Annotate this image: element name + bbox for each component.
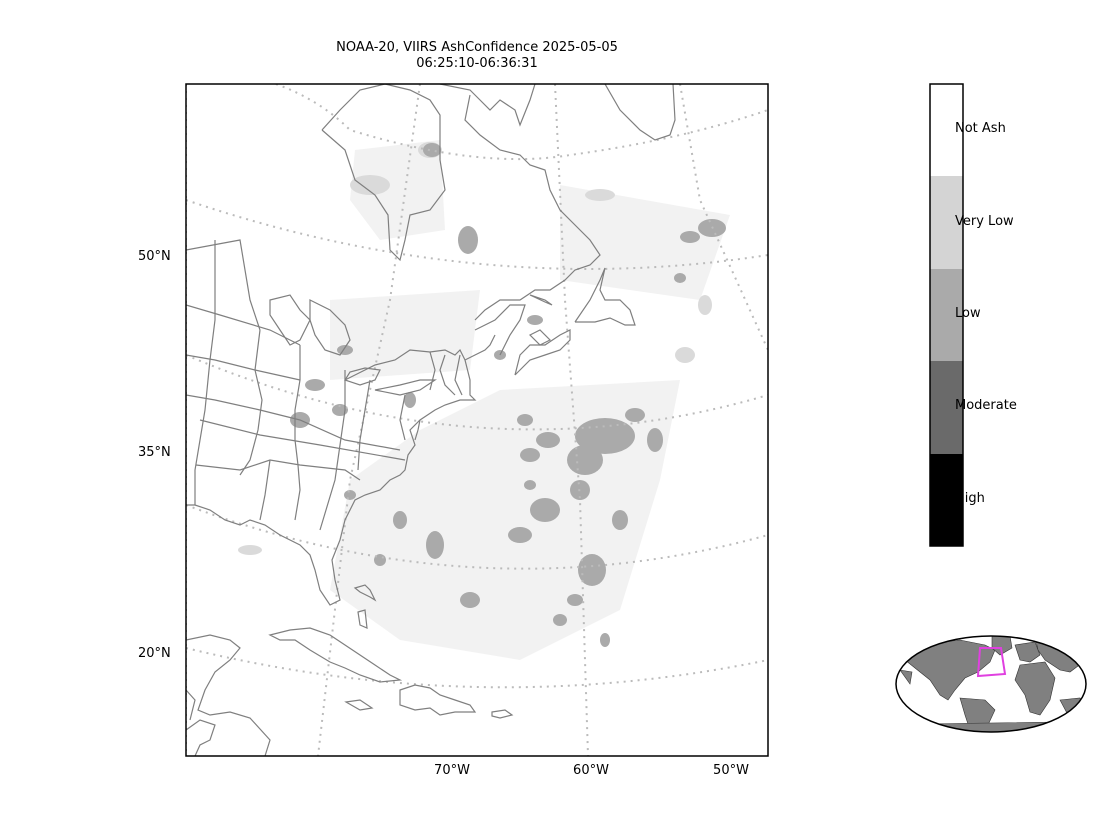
colorbar-label-low: Low (955, 306, 981, 321)
map-extent-box (976, 647, 1007, 678)
colorbar-swatch-high (930, 454, 963, 546)
colorbar-swatch-not-ash (930, 84, 963, 176)
lat-label-35n: 35°N (138, 445, 171, 460)
globe-inset (895, 635, 1087, 733)
colorbar-label-high: High (955, 491, 985, 506)
lon-label-60w: 60°W (573, 763, 609, 778)
colorbar-frame (929, 83, 964, 547)
graticule (186, 84, 768, 756)
colorbar-swatch-low (930, 269, 963, 361)
title-line-2: 06:25:10-06:36:31 (416, 56, 538, 71)
colorbar-swatch-very-low (930, 176, 963, 269)
colorbar-swatch-moderate (930, 361, 963, 454)
map-title: NOAA-20, VIIRS AshConfidence 2025-05-05 … (186, 40, 768, 72)
lat-label-50n: 50°N (138, 249, 171, 264)
title-line-1: NOAA-20, VIIRS AshConfidence 2025-05-05 (336, 40, 618, 55)
map-frame (185, 83, 769, 757)
coastlines (186, 84, 676, 756)
lat-label-20n: 20°N (138, 646, 171, 661)
ash-detections (238, 140, 730, 660)
colorbar (929, 83, 964, 547)
colorbar-label-not-ash: Not Ash (955, 121, 1006, 136)
colorbar-label-moderate: Moderate (955, 398, 1017, 413)
lon-label-50w: 50°W (713, 763, 749, 778)
lon-label-70w: 70°W (434, 763, 470, 778)
colorbar-label-very-low: Very Low (955, 214, 1014, 229)
map-area (186, 84, 768, 756)
